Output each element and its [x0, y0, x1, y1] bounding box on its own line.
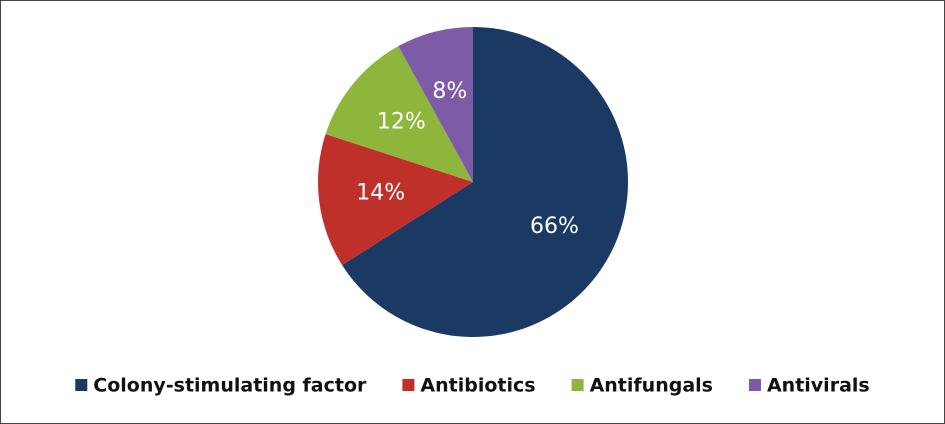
slice-label: 12% — [377, 110, 426, 135]
slice-label: 66% — [530, 214, 579, 239]
pie-slice — [325, 46, 473, 182]
legend-label: Antifungals — [590, 375, 713, 397]
pie-slice — [318, 134, 473, 266]
legend-label: Colony-stimulating factor — [93, 375, 367, 397]
slice-label: 14% — [356, 181, 405, 206]
pie-slice — [342, 27, 628, 337]
legend-swatch — [75, 379, 88, 391]
pie-slice — [398, 26, 473, 182]
legend-swatch — [571, 379, 584, 391]
legend-swatch — [748, 379, 761, 391]
slice-label: 8% — [432, 79, 467, 104]
legend-swatch — [402, 379, 415, 391]
legend-label: Antibiotics — [420, 375, 535, 397]
legend-label: Antivirals — [767, 375, 870, 397]
